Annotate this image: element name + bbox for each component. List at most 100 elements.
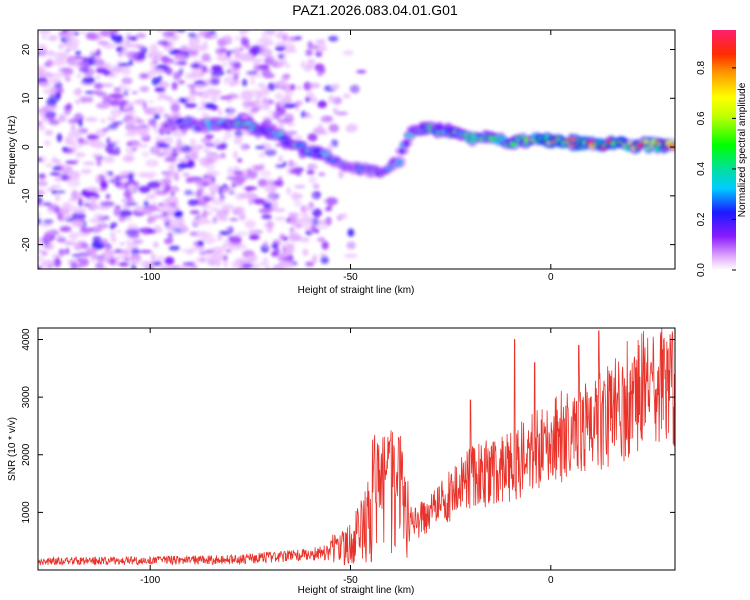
noise-blob: [168, 30, 178, 34]
noise-blob: [158, 207, 165, 214]
noise-blob: [119, 170, 129, 180]
noise-blob: [233, 150, 238, 160]
noise-blob: [106, 137, 111, 146]
noise-blob: [204, 33, 218, 40]
noise-blob: [100, 201, 115, 207]
noise-blob: [43, 89, 51, 94]
noise-blob: [125, 146, 136, 153]
noise-blob: [126, 151, 135, 155]
noise-blob: [151, 257, 157, 263]
noise-blob: [107, 123, 119, 130]
noise-blob: [252, 198, 267, 205]
noise-blob: [330, 83, 340, 90]
noise-blob: [232, 170, 244, 175]
noise-blob: [93, 213, 105, 218]
noise-blob: [80, 168, 92, 174]
noise-blob: [300, 60, 306, 69]
noise-blob: [349, 84, 360, 94]
noise-blob: [63, 72, 70, 81]
noise-blob: [54, 51, 67, 61]
noise-blob: [79, 140, 90, 145]
noise-blob: [58, 213, 64, 222]
noise-blob: [52, 166, 63, 171]
colorbar-ticks: 0.0 0.2 0.4 0.6 0.8: [696, 61, 736, 277]
noise-blob: [310, 225, 316, 233]
noise-blob: [204, 249, 214, 255]
noise-blob: [100, 219, 105, 227]
noise-blob: [128, 59, 134, 66]
noise-blob: [240, 38, 249, 47]
noise-blob: [250, 107, 260, 113]
noise-blob: [193, 179, 204, 186]
noise-blob: [234, 46, 240, 53]
noise-blob: [91, 153, 103, 158]
noise-blob: [194, 83, 205, 90]
spectrogram-y-tick-label: 10: [21, 92, 32, 104]
noise-blob: [87, 96, 94, 103]
noise-blob: [295, 85, 303, 91]
noise-blob: [150, 68, 165, 74]
noise-blob: [153, 127, 158, 134]
noise-blob: [41, 35, 48, 40]
noise-blob: [40, 82, 51, 88]
noise-blob: [302, 248, 309, 257]
noise-blob: [50, 184, 62, 189]
snr-y-ticks: 1000 2000 3000 4000: [21, 328, 675, 524]
noise-blob: [108, 150, 121, 156]
noise-blob: [119, 104, 125, 110]
noise-blob: [314, 63, 325, 72]
noise-blob: [199, 250, 207, 256]
noise-blob: [162, 152, 174, 156]
noise-blob: [63, 165, 70, 170]
noise-blob: [260, 169, 272, 178]
noise-blob: [178, 68, 184, 76]
noise-blob: [113, 34, 123, 44]
noise-blob: [139, 250, 153, 254]
noise-blob: [142, 207, 153, 215]
noise-blob: [201, 65, 208, 73]
noise-blob: [151, 106, 166, 114]
noise-blob: [176, 143, 182, 153]
noise-blob: [177, 80, 186, 85]
noise-blob: [125, 228, 139, 236]
noise-blob: [125, 202, 138, 206]
noise-blob: [217, 234, 222, 241]
noise-blob: [241, 78, 248, 87]
noise-blob: [139, 86, 150, 93]
noise-blob: [245, 44, 251, 50]
noise-blob: [148, 118, 155, 126]
noise-blob: [126, 140, 141, 146]
noise-blob: [267, 99, 274, 105]
noise-blob: [67, 118, 79, 125]
noise-blob: [51, 253, 63, 259]
noise-blob: [297, 100, 304, 106]
noise-blob: [163, 238, 173, 245]
noise-blob: [110, 108, 122, 118]
noise-blob: [117, 62, 131, 67]
noise-blob: [109, 30, 119, 35]
noise-blob: [110, 65, 123, 74]
noise-blob: [300, 110, 306, 119]
noise-blob: [262, 72, 275, 79]
noise-blob: [145, 159, 159, 167]
snr-series-line: [38, 328, 675, 566]
noise-blob: [92, 58, 105, 67]
noise-blob: [356, 69, 367, 74]
noise-blob: [316, 221, 329, 230]
noise-blob: [250, 77, 255, 86]
noise-blob: [188, 72, 198, 80]
noise-blob: [152, 241, 159, 249]
snr-x-tick-label: -50: [343, 575, 358, 586]
noise-blob: [38, 255, 44, 262]
noise-blob: [274, 248, 281, 254]
noise-blob: [131, 91, 138, 95]
noise-blob: [94, 262, 105, 269]
noise-blob: [90, 50, 95, 56]
noise-blob: [149, 43, 158, 53]
noise-blob: [49, 85, 64, 93]
noise-blob: [168, 164, 176, 173]
noise-blob: [75, 50, 82, 55]
noise-blob: [248, 230, 262, 236]
noise-blob: [88, 196, 98, 202]
noise-blob: [56, 236, 67, 243]
